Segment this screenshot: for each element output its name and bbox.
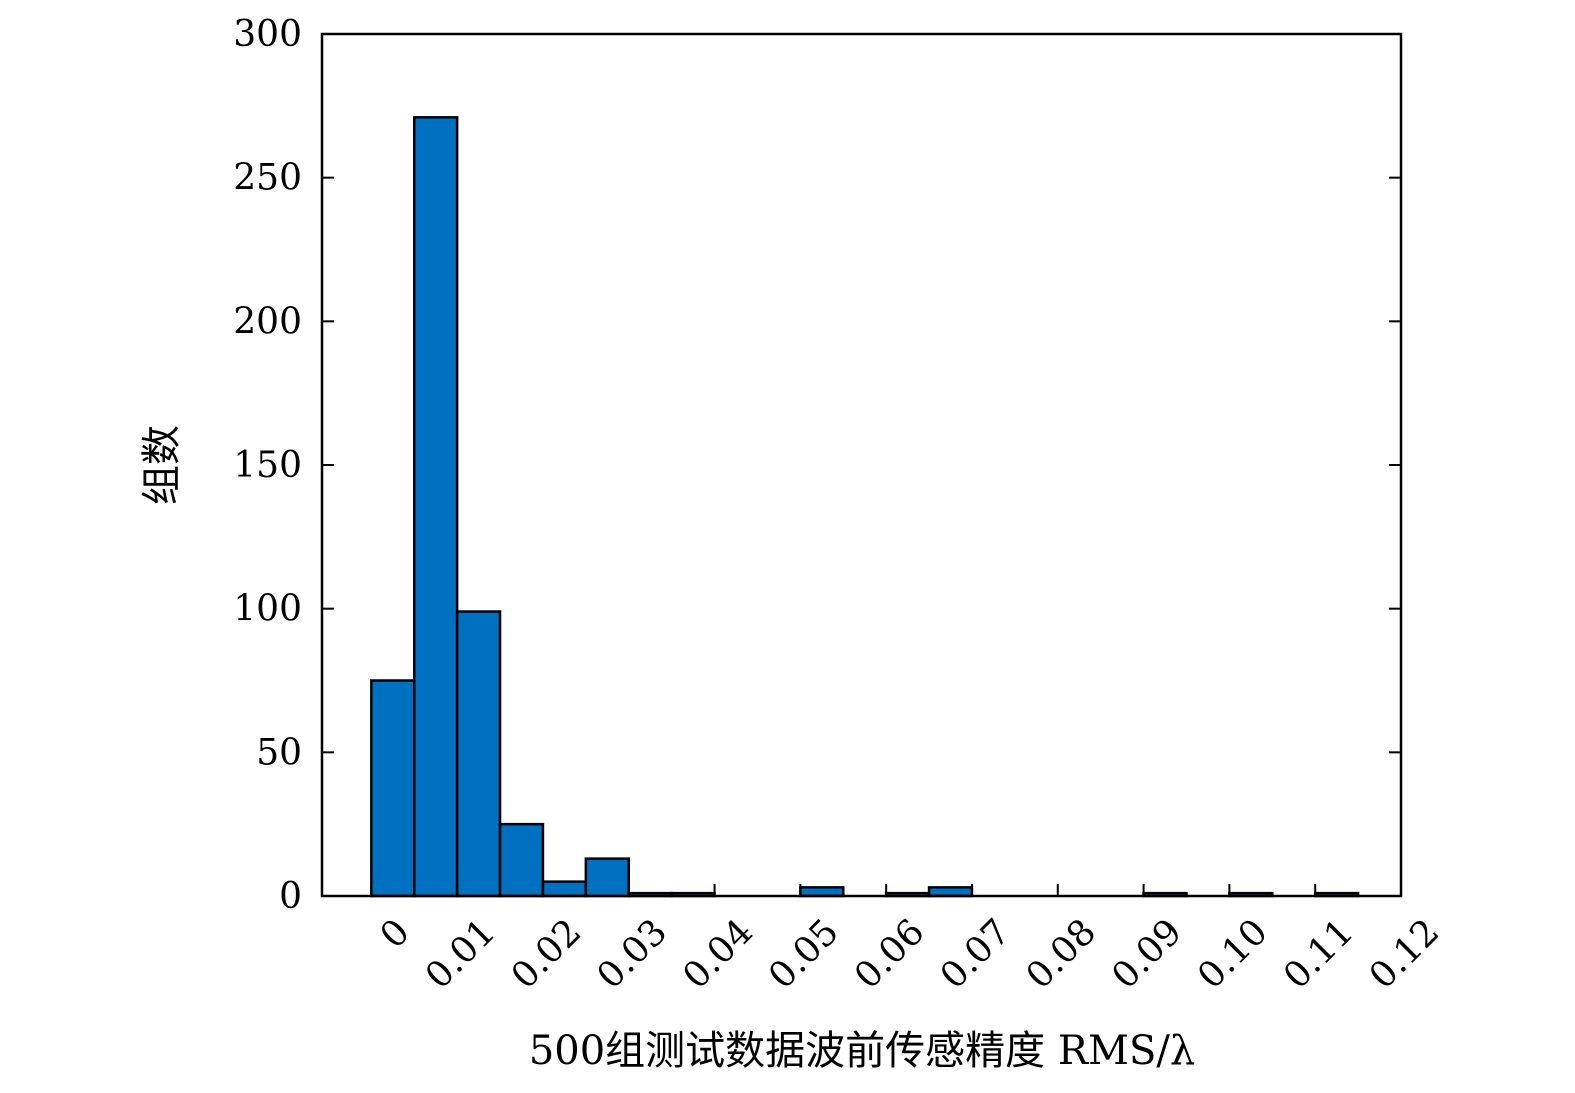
x-tick-label: 0.04 [675, 911, 761, 997]
y-tick-label: 200 [233, 301, 302, 342]
y-axis-title: 组数 [139, 425, 185, 505]
x-tick-label: 0.07 [933, 911, 1019, 997]
y-tick-label: 300 [233, 14, 302, 55]
histogram-bar [498, 822, 545, 898]
histogram-bar [584, 857, 631, 898]
bars-group [370, 116, 1360, 898]
x-tick-label: 0.08 [1019, 911, 1105, 997]
y-tick-label: 0 [279, 876, 302, 917]
histogram-bar [370, 679, 416, 898]
x-tick-label: 0.02 [504, 911, 590, 997]
histogram-bar [541, 880, 588, 898]
x-tick-label: 0.01 [418, 911, 504, 997]
x-tick-label: 0.05 [761, 911, 847, 997]
x-axis-title: 500组测试数据波前传感精度 RMS/λ [529, 1028, 1195, 1074]
histogram-bar [412, 116, 459, 898]
y-tick-label: 250 [233, 158, 302, 199]
y-tick-label: 50 [256, 732, 302, 773]
x-tick-label: 0.11 [1276, 911, 1362, 997]
histogram-bar [927, 886, 974, 898]
x-tick-label: 0.09 [1104, 911, 1190, 997]
y-tick-label: 150 [233, 445, 302, 486]
y-axis-ticks: 0 50 100 150 200 250 300 [233, 14, 1401, 917]
y-tick-label: 100 [233, 589, 302, 630]
x-tick-label: 0 [373, 911, 418, 956]
histogram-bar [799, 886, 845, 898]
x-tick-label: 0.12 [1362, 911, 1448, 997]
x-tick-label: 0.03 [590, 911, 676, 997]
x-axis-ticks: 0 0.01 0.02 0.03 0.04 0.05 0.06 0.07 0.08 0.09 0.1… [370, 884, 1448, 997]
x-tick-label: 0.06 [847, 911, 933, 997]
x-tick-label: 0.10 [1190, 911, 1276, 997]
histogram-bar [455, 610, 502, 898]
